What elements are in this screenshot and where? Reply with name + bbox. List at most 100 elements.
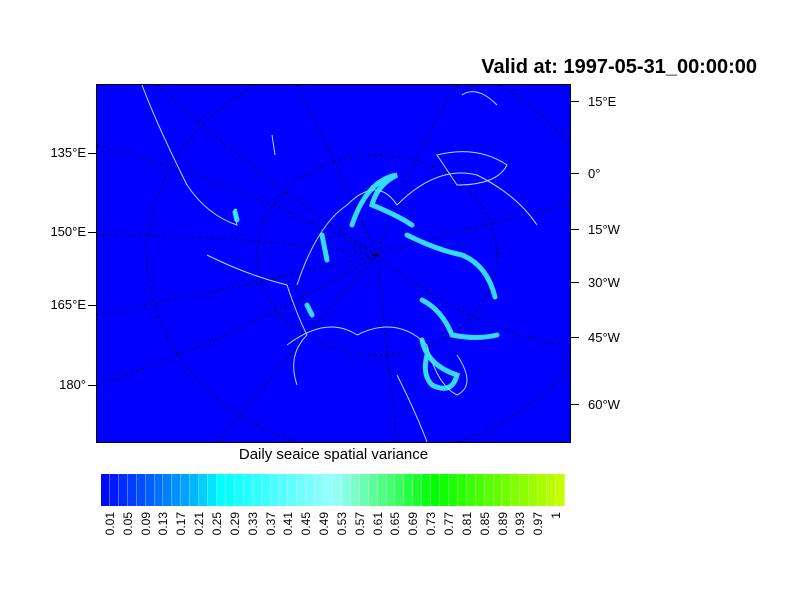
colorbar-label: 0.85 — [477, 512, 492, 536]
colorbar-label: 0.57 — [352, 512, 367, 536]
colorbar-box — [386, 474, 396, 506]
colorbar-label: 0.89 — [495, 512, 510, 536]
sea-ice-variance-zones — [232, 172, 500, 391]
colorbar-box — [306, 474, 316, 506]
colorbar-label: 0.77 — [442, 512, 456, 536]
colorbar-label: 0.01 — [102, 512, 117, 536]
colorbar-box — [288, 474, 298, 506]
ocean — [97, 85, 570, 442]
colorbar-box — [279, 474, 289, 506]
colorbar-labels: 0.01 0.05 0.09 0.13 0.17 0.21 0.25 0.29 0.33 0.37… — [101, 512, 565, 562]
colorbar-box — [484, 474, 494, 506]
colorbar-box — [422, 474, 432, 506]
colorbar-box — [297, 474, 307, 506]
map-canvas — [96, 54, 608, 456]
colorbar-box — [332, 474, 342, 506]
colorbar-box — [529, 474, 539, 506]
colorbar-box — [252, 474, 262, 506]
colorbar-box — [270, 474, 280, 506]
colorbar-label: 0.65 — [388, 512, 403, 536]
colorbar-box — [511, 474, 521, 506]
colorbar-box — [457, 474, 467, 506]
lon-label-right: 60°W — [588, 397, 620, 412]
colorbar-label: 1 — [549, 512, 564, 519]
tick — [571, 229, 579, 230]
colorbar-box — [101, 474, 110, 506]
colorbar-title: Daily seaice spatial variance — [238, 446, 429, 463]
colorbar-box — [448, 474, 458, 506]
colorbar-box — [109, 474, 119, 506]
colorbar-label: 0.69 — [406, 512, 421, 536]
colorbar-label: 0.09 — [138, 512, 153, 536]
colorbar-label: 0.97 — [531, 512, 546, 536]
colorbar-box — [431, 474, 441, 506]
lon-label-right: 15°E — [588, 94, 617, 109]
colorbar-box — [145, 474, 155, 506]
lon-label-right: 45°W — [588, 330, 620, 345]
colorbar-box — [359, 474, 369, 506]
lon-label-left: 135°E — [50, 145, 86, 160]
tick — [88, 232, 96, 233]
colorbar-box — [190, 474, 200, 506]
colorbar-box — [395, 474, 405, 506]
colorbar-label: 0.93 — [513, 512, 528, 536]
colorbar-box — [324, 474, 333, 506]
colorbar-box — [413, 474, 423, 506]
colorbar-box — [547, 474, 557, 506]
tick — [571, 404, 579, 405]
colorbar-box — [368, 474, 378, 506]
tick — [571, 337, 579, 338]
colorbar-box — [208, 474, 217, 506]
tick — [88, 153, 96, 154]
colorbar-box — [556, 474, 565, 506]
tick — [88, 385, 96, 386]
colorbar-box — [154, 474, 164, 506]
tick — [571, 282, 579, 283]
colorbar-box — [261, 474, 271, 506]
lon-label-right: 30°W — [588, 275, 620, 290]
colorbar-label: 0.73 — [424, 512, 439, 536]
colorbar-box — [377, 474, 387, 506]
colorbar-box — [538, 474, 548, 506]
colorbar-box — [225, 474, 235, 506]
colorbar-box — [199, 474, 209, 506]
colorbar-label: 0.37 — [263, 512, 278, 536]
tick — [571, 101, 579, 102]
colorbar-box — [493, 474, 503, 506]
colorbar-box — [127, 474, 137, 506]
map-panel — [96, 54, 608, 456]
colorbar-label: 0.53 — [334, 512, 349, 536]
colorbar-box — [234, 474, 244, 506]
colorbar-label: 0.25 — [210, 512, 224, 536]
colorbar-box — [350, 474, 360, 506]
lon-label-left: 150°E — [50, 224, 86, 239]
colorbar-label: 0.05 — [120, 512, 135, 536]
colorbar-box — [475, 474, 485, 506]
colorbar-box — [315, 474, 325, 506]
colorbar-box — [172, 474, 182, 506]
plot-title: Valid at: 1997-05-31_00:00:00 — [481, 56, 757, 78]
colorbar-label: 0.17 — [174, 512, 189, 536]
lon-label-left: 180° — [59, 377, 86, 392]
colorbar-label: 0.29 — [227, 512, 242, 536]
tick — [88, 305, 96, 306]
colorbar-box — [404, 474, 414, 506]
colorbar-label: 0.81 — [459, 512, 474, 536]
colorbar-box — [440, 474, 449, 506]
colorbar-label: 0.49 — [317, 512, 332, 536]
colorbar-label: 0.61 — [370, 512, 385, 536]
colorbar-box — [216, 474, 226, 506]
colorbar-label: 0.21 — [192, 512, 207, 536]
colorbar-label: 0.41 — [281, 512, 296, 536]
colorbar-label: 0.13 — [156, 512, 171, 536]
lon-label-left: 165°E — [50, 297, 86, 312]
colorbar-box — [181, 474, 191, 506]
colorbar — [101, 474, 565, 506]
colorbar-box — [466, 474, 476, 506]
colorbar-box — [118, 474, 128, 506]
colorbar-box — [502, 474, 512, 506]
colorbar-box — [520, 474, 530, 506]
colorbar-label: 0.33 — [245, 512, 260, 536]
colorbar-box — [163, 474, 173, 506]
colorbar-box — [341, 474, 351, 506]
